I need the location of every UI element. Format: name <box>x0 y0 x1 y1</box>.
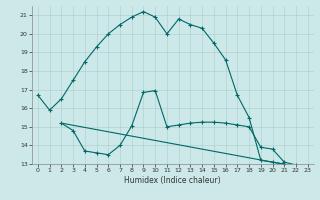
X-axis label: Humidex (Indice chaleur): Humidex (Indice chaleur) <box>124 176 221 185</box>
